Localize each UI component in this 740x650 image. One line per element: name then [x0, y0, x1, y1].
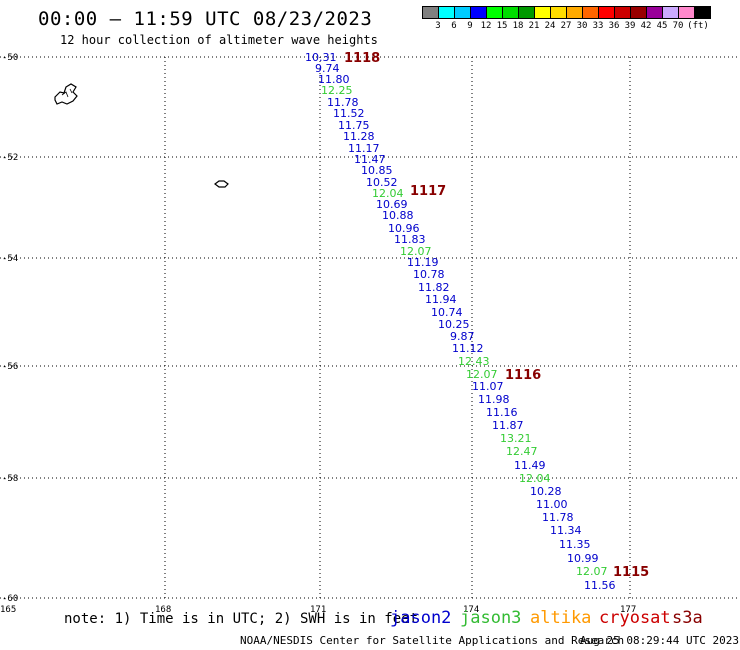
latitude-label: -58 — [2, 474, 18, 484]
satellite-label-jason3: jason3 — [460, 608, 522, 628]
longitude-label: 177 — [620, 605, 636, 615]
satellite-label-altika: altika — [530, 608, 592, 628]
wave-height-label: 12.07 — [400, 245, 432, 258]
wave-height-label: 12.04 — [519, 472, 551, 485]
wave-height-label: 12.07 — [466, 368, 498, 381]
generation-timestamp: Aug 25 08:29:44 UTC 2023 — [580, 634, 739, 647]
wave-height-label: 13.21 — [500, 432, 532, 445]
pass-number-label: 1117 — [410, 184, 446, 199]
legend-label: 6 — [451, 21, 457, 31]
legend-label: 70 — [672, 21, 684, 31]
wave-height-label: 11.78 — [327, 96, 359, 109]
wave-height-label: 11.82 — [418, 281, 450, 294]
wave-height-label: 11.47 — [354, 153, 386, 166]
footnote: note: 1) Time is in UTC; 2) SWH is in fe… — [64, 611, 419, 627]
wave-height-label: 10.25 — [438, 318, 470, 331]
wave-height-label: 11.07 — [472, 380, 504, 393]
legend-swatch — [694, 6, 711, 19]
wave-height-label: 11.80 — [318, 73, 350, 86]
wave-height-label: 11.75 — [338, 119, 370, 132]
islands — [54, 83, 229, 188]
campbell-island-outline — [214, 180, 229, 188]
longitude-label: 174 — [463, 605, 479, 615]
map-subtitle: 12 hour collection of altimeter wave hei… — [60, 33, 378, 47]
wave-height-label: 12.47 — [506, 445, 538, 458]
wave-height-label: 11.87 — [492, 419, 524, 432]
wave-height-label: 11.98 — [478, 393, 510, 406]
pass-number-label: 1115 — [613, 565, 649, 580]
wave-height-label: 11.83 — [394, 233, 426, 246]
legend-label: 27 — [560, 21, 572, 31]
lat-lon-grid — [0, 56, 740, 599]
legend-label: 45 — [656, 21, 668, 31]
legend-label: (ft) — [687, 21, 709, 31]
wave-height-label: 10.96 — [388, 222, 420, 235]
color-scale-legend: 3 6 9 12 15 18 21 24 27 30 33 36 39 42 45 70 (ft) — [422, 6, 711, 31]
wave-height-label: 10.28 — [530, 485, 562, 498]
wave-height-label: 10.52 — [366, 176, 398, 189]
legend-swatches — [422, 6, 711, 19]
legend-label: 33 — [592, 21, 604, 31]
legend-label: 30 — [576, 21, 588, 31]
wave-height-label: 11.28 — [343, 130, 375, 143]
wave-height-label: 11.12 — [452, 342, 484, 355]
wave-height-label: 11.00 — [536, 498, 568, 511]
wave-height-label: 11.34 — [550, 524, 582, 537]
legend-label: 39 — [624, 21, 636, 31]
legend-label: 36 — [608, 21, 620, 31]
auckland-islands-outline — [54, 83, 78, 105]
wave-height-label: 10.78 — [413, 268, 445, 281]
wave-height-label: 12.25 — [321, 84, 353, 97]
legend-label: 3 — [435, 21, 441, 31]
map-title: 00:00 – 11:59 UTC 08/23/2023 — [38, 8, 373, 30]
satellite-label-s3a: s3a — [672, 608, 703, 628]
wave-height-label: 11.56 — [584, 579, 616, 592]
longitude-label: 165 — [0, 605, 16, 615]
wave-height-label: 11.17 — [348, 142, 380, 155]
altimeter-track: 10.319.7411.8012.2511.7811.5211.7511.281… — [305, 51, 649, 592]
legend-label: 42 — [640, 21, 652, 31]
wave-height-label: 11.16 — [486, 406, 518, 419]
wave-height-label: 11.78 — [542, 511, 574, 524]
satellite-label-jason2: jason2 — [390, 608, 452, 628]
legend-label: 21 — [528, 21, 540, 31]
legend-label: 9 — [467, 21, 473, 31]
wave-height-label: 10.74 — [431, 306, 463, 319]
latitude-label: -60 — [2, 594, 18, 604]
pass-number-label: 1116 — [505, 368, 541, 383]
wave-height-label: 10.31 — [305, 51, 337, 64]
wave-height-label: 11.19 — [407, 256, 439, 269]
credit-line: NOAA/NESDIS Center for Satellite Applica… — [240, 634, 625, 647]
legend-label: 12 — [480, 21, 492, 31]
wave-height-label: 10.88 — [382, 209, 414, 222]
longitude-label: 168 — [155, 605, 171, 615]
wave-height-label: 9.74 — [315, 62, 340, 75]
legend-label: 18 — [512, 21, 524, 31]
auckland-islands-detail — [61, 88, 73, 98]
wave-height-label: 10.99 — [567, 552, 599, 565]
wave-height-label: 12.43 — [458, 355, 490, 368]
satellite-label-cryosat: cryosat — [599, 608, 671, 628]
latitude-label: -54 — [2, 254, 18, 264]
wave-height-label: 12.04 — [372, 187, 404, 200]
wave-height-label: 11.94 — [425, 293, 457, 306]
wave-height-label: 10.85 — [361, 164, 393, 177]
pass-number-label: 1118 — [344, 51, 380, 66]
latitude-label: -52 — [2, 153, 18, 163]
latitude-label: -50 — [2, 53, 18, 63]
wave-height-label: 11.35 — [559, 538, 591, 551]
latitude-label: -56 — [2, 362, 18, 372]
wave-height-label: 11.49 — [514, 459, 546, 472]
legend-label: 15 — [496, 21, 508, 31]
wave-height-label: 9.87 — [450, 330, 475, 343]
wave-height-label: 11.52 — [333, 107, 365, 120]
legend-labels: 3 6 9 12 15 18 21 24 27 30 33 36 39 42 45 70 (ft) — [422, 19, 710, 31]
wave-height-label: 10.69 — [376, 198, 408, 211]
longitude-label: 171 — [310, 605, 326, 615]
wave-height-label: 12.07 — [576, 565, 608, 578]
legend-label: 24 — [544, 21, 556, 31]
